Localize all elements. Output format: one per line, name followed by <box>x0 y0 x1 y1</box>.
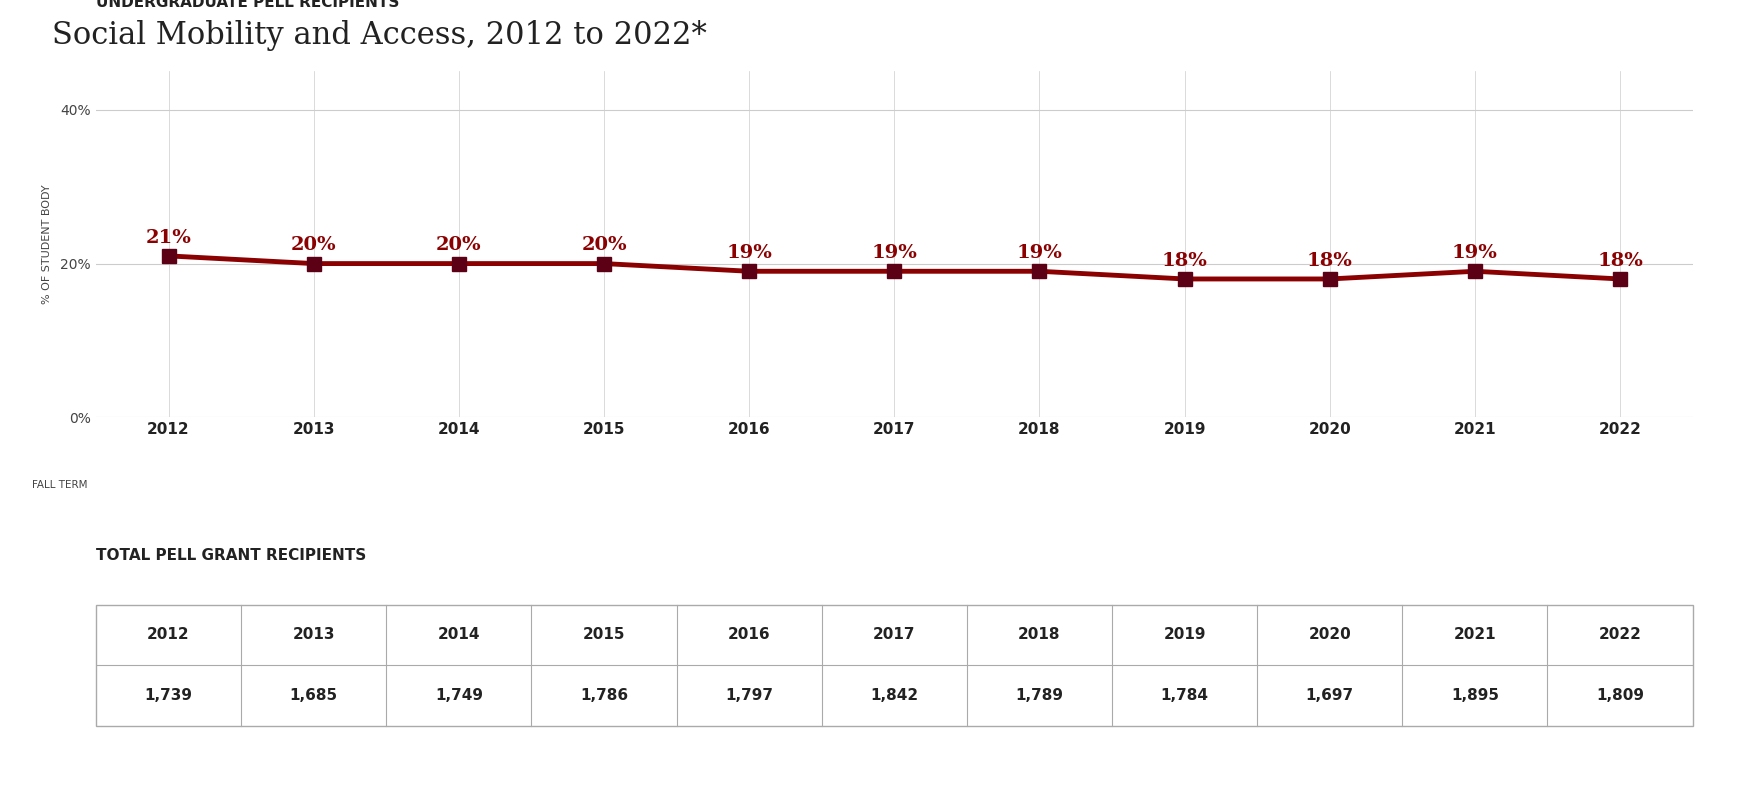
Text: 2017: 2017 <box>872 627 916 642</box>
Text: 1,739: 1,739 <box>145 688 192 703</box>
Text: UNDERGRADUATE PELL RECIPIENTS: UNDERGRADUATE PELL RECIPIENTS <box>96 0 400 10</box>
Text: 19%: 19% <box>726 244 771 262</box>
Text: 2014: 2014 <box>438 627 480 642</box>
Text: 1,784: 1,784 <box>1160 688 1209 703</box>
Text: 1,749: 1,749 <box>435 688 483 703</box>
Text: 19%: 19% <box>871 244 918 262</box>
Text: 1,685: 1,685 <box>290 688 339 703</box>
Text: 1,809: 1,809 <box>1597 688 1644 703</box>
Text: 2018: 2018 <box>1019 627 1061 642</box>
Text: FALL TERM: FALL TERM <box>33 480 87 489</box>
Text: 1,895: 1,895 <box>1450 688 1499 703</box>
Text: 2013: 2013 <box>293 627 335 642</box>
Text: 2016: 2016 <box>728 627 771 642</box>
Text: 19%: 19% <box>1452 244 1497 262</box>
Text: 1,786: 1,786 <box>579 688 628 703</box>
Text: 20%: 20% <box>291 236 337 254</box>
Text: 20%: 20% <box>581 236 626 254</box>
Text: 2015: 2015 <box>583 627 625 642</box>
Text: 18%: 18% <box>1162 252 1208 270</box>
Text: 18%: 18% <box>1597 252 1644 270</box>
Bar <box>96 604 1693 725</box>
Text: 20%: 20% <box>436 236 482 254</box>
Text: Social Mobility and Access, 2012 to 2022*: Social Mobility and Access, 2012 to 2022… <box>52 20 707 51</box>
Text: 1,797: 1,797 <box>726 688 773 703</box>
Text: 2022: 2022 <box>1598 627 1642 642</box>
Text: 21%: 21% <box>145 229 192 246</box>
Text: 2019: 2019 <box>1164 627 1206 642</box>
Text: TOTAL PELL GRANT RECIPIENTS: TOTAL PELL GRANT RECIPIENTS <box>96 548 366 563</box>
Text: 18%: 18% <box>1307 252 1352 270</box>
Y-axis label: % OF STUDENT BODY: % OF STUDENT BODY <box>42 185 52 304</box>
Text: 1,697: 1,697 <box>1305 688 1354 703</box>
Text: 2021: 2021 <box>1454 627 1495 642</box>
Text: 2012: 2012 <box>147 627 190 642</box>
Text: 1,842: 1,842 <box>871 688 918 703</box>
Text: 2020: 2020 <box>1309 627 1351 642</box>
Text: 1,789: 1,789 <box>1016 688 1063 703</box>
Text: 19%: 19% <box>1017 244 1063 262</box>
